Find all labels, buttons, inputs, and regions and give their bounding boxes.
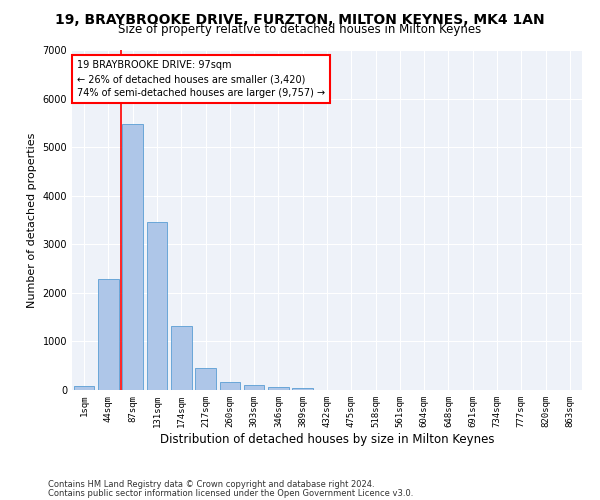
Bar <box>146 222 167 390</box>
Bar <box>268 386 289 390</box>
Text: Contains public sector information licensed under the Open Government Licence v3: Contains public sector information licen… <box>48 488 413 498</box>
Bar <box>244 384 265 390</box>
Text: 19, BRAYBROOKE DRIVE, FURZTON, MILTON KEYNES, MK4 1AN: 19, BRAYBROOKE DRIVE, FURZTON, MILTON KE… <box>55 12 545 26</box>
Bar <box>220 382 240 390</box>
Bar <box>171 326 191 390</box>
Text: Contains HM Land Registry data © Crown copyright and database right 2024.: Contains HM Land Registry data © Crown c… <box>48 480 374 489</box>
X-axis label: Distribution of detached houses by size in Milton Keynes: Distribution of detached houses by size … <box>160 432 494 446</box>
Text: 19 BRAYBROOKE DRIVE: 97sqm
← 26% of detached houses are smaller (3,420)
74% of s: 19 BRAYBROOKE DRIVE: 97sqm ← 26% of deta… <box>77 60 325 98</box>
Text: Size of property relative to detached houses in Milton Keynes: Size of property relative to detached ho… <box>118 22 482 36</box>
Bar <box>122 124 143 390</box>
Y-axis label: Number of detached properties: Number of detached properties <box>27 132 37 308</box>
Bar <box>292 388 313 390</box>
Bar <box>195 368 216 390</box>
Bar <box>74 386 94 390</box>
Bar <box>98 280 119 390</box>
